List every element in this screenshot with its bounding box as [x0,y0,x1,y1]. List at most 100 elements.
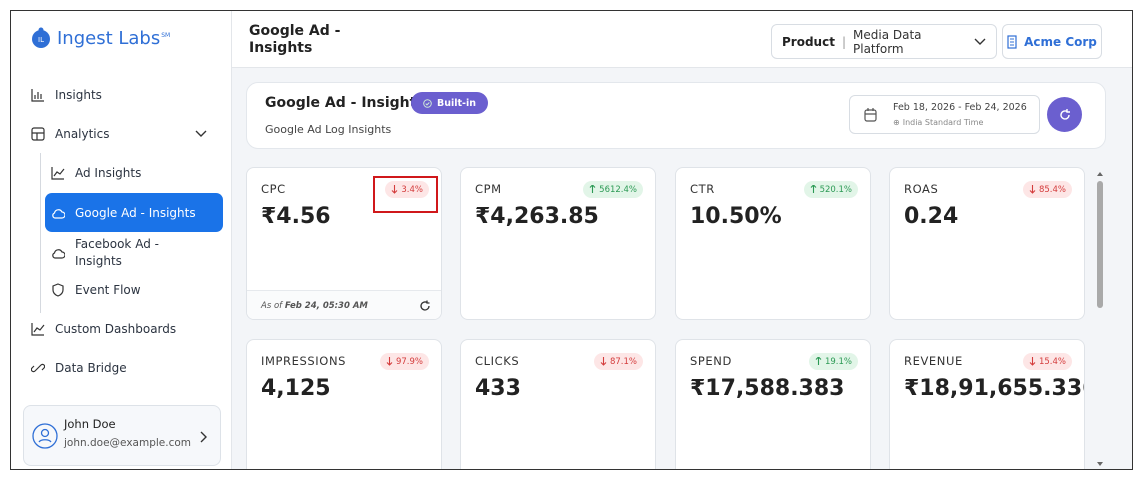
insights-panel: Google Ad - Insights Built-in Google Ad … [246,82,1106,149]
icon [31,363,45,373]
tree-line [40,153,41,313]
nav-item[interactable]: Insights [31,84,102,106]
calendar-icon [864,108,877,122]
logo[interactable]: IL Ingest LabsSM [31,27,170,49]
separator: | [841,34,846,49]
date-range: Feb 18, 2026 - Feb 24, 2026 [893,102,1027,113]
icon [31,127,45,141]
panel-subtitle: Google Ad Log Insights [265,123,392,136]
change-value: 85.4% [1038,184,1066,195]
metric-label: CPC [261,182,286,196]
metric-card: SPEND ₹17,588.383 19.1% [675,339,871,469]
icon [1007,34,1017,49]
change-arrow [386,357,393,366]
builtin-badge: Built-in [411,92,488,114]
metric-label: SPEND [690,354,732,368]
logo-name: Ingest Labs [57,27,161,49]
timezone: ⊕ India Standard Time [893,118,983,127]
change-badge: 520.1% [803,181,858,198]
org-name: Acme Corp [1024,34,1097,49]
nav-item[interactable]: Analytics [31,123,207,145]
metric-label: REVENUE [904,354,963,368]
panel-title: Google Ad - Insights [265,95,425,111]
icon [423,98,432,108]
logo-icon: IL [32,27,50,48]
nav-item[interactable]: Data Bridge [31,357,127,379]
metric-value: ₹17,588.383 [690,376,845,401]
refresh-icon[interactable] [419,300,431,312]
user-card[interactable]: John Doe john.doe@example.com [23,405,221,466]
metric-label: CTR [690,182,715,196]
icon [52,208,65,219]
change-arrow [810,185,816,193]
change-arrow [1029,357,1036,366]
scrollbar[interactable] [1094,168,1106,469]
metric-card: REVENUE ₹18,91,655.336 15.4% [889,339,1085,469]
metric-label: CLICKS [475,354,520,368]
change-arrow [815,357,822,365]
change-value: 3.4% [401,184,423,195]
nav-label: Insights [55,88,102,102]
subnav-label: Event Flow [75,283,141,297]
product-select[interactable]: Product | Media Data Platform [771,24,997,59]
refresh-button[interactable] [1047,97,1082,132]
user-name: John Doe [64,417,116,431]
change-badge: 5612.4% [583,181,643,198]
globe: ⊕ [893,118,900,127]
subnav-label: Ad Insights [75,166,142,180]
subnav-label: Facebook Ad - Insights [75,237,159,268]
metric-value: 433 [475,376,521,401]
highlight-box [373,176,438,213]
metric-value: 0.24 [904,204,959,229]
icon [31,323,45,336]
product-value: Media Data Platform [853,27,922,56]
subnav-item[interactable]: Event Flow [45,279,223,301]
icon [51,167,65,180]
chevron [974,38,986,45]
sidebar: IL Ingest LabsSM Insights Analytics Ad I… [11,11,232,469]
avatar [32,423,58,449]
change-badge: 87.1% [593,353,643,370]
logo-text: Ingest LabsSM [57,28,170,49]
metric-value: ₹18,91,655.336 [904,376,1085,401]
metric-value: 4,125 [261,376,331,401]
nav-label: Custom Dashboards [55,322,177,336]
metric-card: IMPRESSIONS 4,125 97.9% [246,339,442,469]
metric-value: 10.50% [690,204,782,229]
app-window: IL Ingest LabsSM Insights Analytics Ad I… [10,10,1133,470]
metric-card: CPC ₹4.56 3.4% As of Feb 24, 05:30 AM [246,167,442,320]
metric-card: CTR 10.50% 520.1% [675,167,871,320]
metric-value: ₹4.56 [261,204,331,229]
change-arrow [600,357,607,366]
metric-card: CPM ₹4,263.85 5612.4% [460,167,656,320]
metric-card: ROAS 0.24 85.4% [889,167,1085,320]
chevron [200,431,207,443]
change-badge: 19.1% [808,353,858,370]
change-value: 15.4% [1038,356,1066,367]
metric-label: IMPRESSIONS [261,354,347,368]
product-label: Product [782,34,835,49]
icon [52,283,64,297]
change-arrow [1029,185,1036,194]
change-arrow [589,185,596,193]
subnav-item[interactable]: Facebook Ad - Insights [45,235,223,271]
nav-item[interactable]: Custom Dashboards [31,318,176,340]
change-value: 5612.4% [599,184,637,195]
date-picker[interactable]: Feb 18, 2026 - Feb 24, 2026 ⊕ India Stand… [849,95,1040,134]
nav-label: Data Bridge [55,361,127,375]
subnav-label: Google Ad - Insights [75,205,196,220]
change-value: 19.1% [824,356,852,367]
footer-date: Feb 24, 05:30 AM [284,301,368,311]
subnav-item[interactable]: Google Ad - Insights [45,193,223,232]
change-badge: 15.4% [1022,353,1072,370]
org-button[interactable]: Acme Corp [1002,24,1102,59]
badge-text: Built-in [436,97,477,109]
metric-label: ROAS [904,182,939,196]
subnav-item[interactable]: Ad Insights [45,162,223,184]
change-value: 97.9% [395,356,423,367]
change-value: 520.1% [819,184,852,195]
logo-suffix: SM [161,31,171,39]
change-value: 87.1% [609,356,637,367]
change-badge: 85.4% [1022,181,1072,198]
